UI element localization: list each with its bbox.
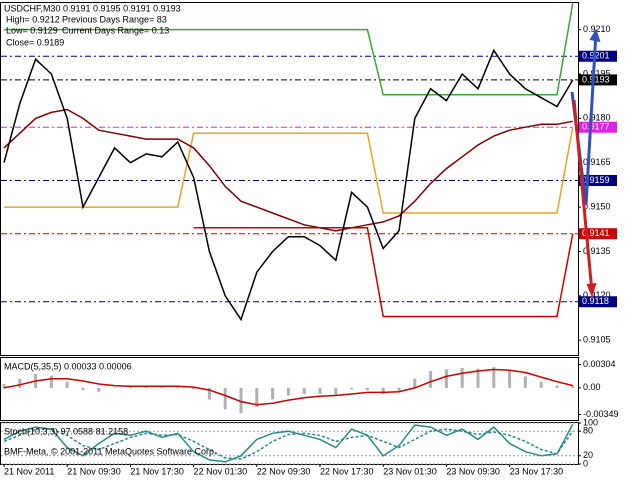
bar — [381, 387, 385, 394]
bar — [223, 387, 227, 410]
series-line — [3, 368, 573, 406]
arrow-head — [586, 282, 597, 298]
bar — [523, 376, 527, 388]
arrow-head — [589, 28, 601, 43]
series-line — [3, 48, 574, 322]
x-tick-label: 21 Nov 17:30 — [130, 466, 184, 476]
bar — [81, 387, 85, 391]
y-tick-label: 100 — [583, 417, 598, 427]
y-tick-label: -0.00349 — [583, 409, 619, 419]
level-label-box — [579, 121, 617, 133]
bar — [144, 386, 148, 388]
bar — [429, 371, 433, 388]
bar — [397, 387, 401, 392]
bar — [318, 387, 322, 394]
bar — [18, 378, 22, 388]
level-label: 0.9193 — [582, 74, 610, 84]
panel-label: Stoch(10,3,3) 97.0588 81.2158 — [4, 426, 128, 436]
bar — [302, 387, 306, 394]
level-label: 0.9159 — [582, 175, 610, 185]
series-line — [3, 428, 574, 460]
level-label: 0.9141 — [582, 228, 610, 238]
y-tick-label: 0.9195 — [583, 68, 611, 78]
y-tick-label: 0.9120 — [583, 290, 611, 300]
y-tick-label: 20 — [583, 450, 593, 460]
bar — [413, 378, 417, 388]
bar — [65, 381, 69, 388]
bar — [571, 385, 575, 388]
y-tick-label: 0.00 — [583, 382, 601, 392]
level-label-box — [579, 296, 617, 308]
y-tick-label: 0.9180 — [583, 113, 611, 123]
projection-arrow — [572, 99, 594, 293]
y-tick-label: 0.9135 — [583, 246, 611, 256]
level-label-box — [579, 74, 617, 86]
bar — [113, 387, 117, 389]
x-tick-label: 23 Nov 01:30 — [383, 466, 437, 476]
level-label-box — [579, 228, 617, 240]
bar — [334, 387, 338, 396]
plot-layer: 0.9210 0.9195 0.9180 0.9165 0.9150 0.9135 0.91… — [1, 2, 619, 476]
bar — [49, 375, 53, 388]
bar — [555, 385, 559, 388]
bar — [160, 386, 164, 388]
bar — [286, 387, 290, 396]
bar — [444, 369, 448, 388]
bar — [508, 371, 512, 388]
bar — [2, 384, 6, 388]
bar — [207, 387, 211, 400]
bar — [539, 381, 543, 388]
header-text: Low= 0.9129 — [6, 25, 58, 35]
main-panel — [0, 2, 579, 356]
y-tick-label: 0.9165 — [583, 157, 611, 167]
y-tick-label: 80 — [583, 426, 593, 436]
x-tick-label: 22 Nov 17:30 — [320, 466, 374, 476]
y-tick-label: 0.00304 — [583, 359, 616, 369]
series-line — [193, 227, 574, 318]
x-tick-label: 23 Nov 09:30 — [446, 466, 500, 476]
header-text: High= 0.9212 — [6, 14, 60, 24]
bar — [476, 368, 480, 388]
level-label: 0.9118 — [582, 296, 609, 306]
header-text: Current Days Range= 0.13 — [62, 25, 169, 35]
macd-panel — [0, 357, 579, 421]
y-tick-label: 0 — [583, 458, 588, 468]
bar — [255, 387, 259, 407]
series-line — [4, 2, 574, 96]
level-label-box — [579, 174, 617, 186]
x-tick-label: 22 Nov 01:30 — [194, 466, 248, 476]
copyright: BMF-Meta, © 2001-2011 MetaQuotes Softwar… — [4, 446, 217, 456]
series-line — [3, 423, 574, 463]
bar — [350, 387, 354, 390]
header-text: Previous Days Range= 83 — [62, 14, 167, 24]
y-tick-label: 0.9210 — [583, 24, 611, 34]
y-tick-label: 0.9105 — [583, 335, 611, 345]
header-text: USDCHF,M30 0.9191 0.9195 0.9191 0.9193 — [4, 3, 181, 13]
series-line — [4, 127, 574, 214]
y-tick-label: 0.9150 — [583, 201, 611, 211]
x-tick-label: 21 Nov 09:30 — [67, 466, 121, 476]
bar — [460, 367, 464, 388]
level-label: 0.9177 — [582, 122, 610, 132]
bar — [192, 387, 196, 390]
level-label-box — [579, 50, 617, 62]
bar — [97, 387, 101, 392]
x-tick-label: 21 Nov 2011 — [4, 466, 54, 476]
bar — [365, 387, 369, 391]
panel-label: MACD(5,35,5) 0.00033 0.00006 — [4, 361, 132, 371]
bar — [128, 387, 132, 388]
bar — [492, 367, 496, 388]
bar — [239, 387, 243, 414]
x-tick-label: 23 Nov 17:30 — [510, 466, 564, 476]
bar — [271, 387, 275, 400]
x-tick-label: 22 Nov 09:30 — [257, 466, 311, 476]
header-text: Close= 0.9189 — [6, 37, 64, 47]
series-line — [3, 108, 573, 232]
